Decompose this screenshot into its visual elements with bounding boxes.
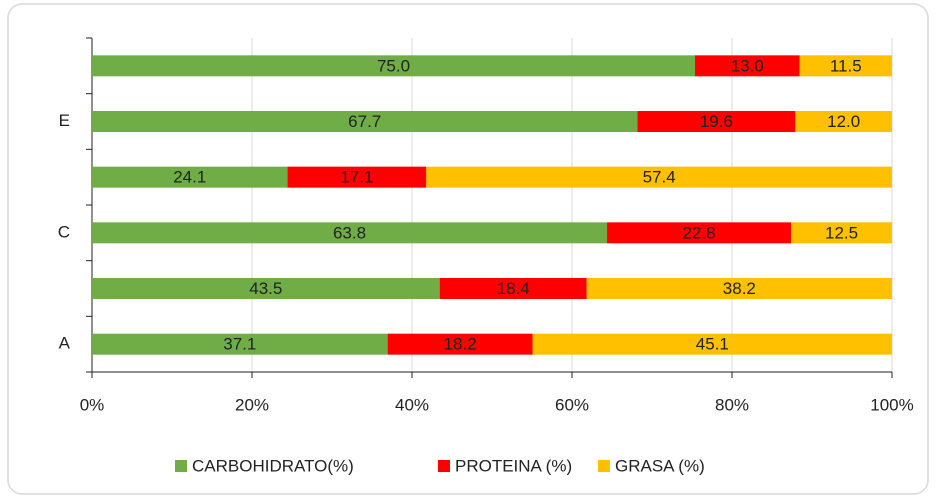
legend-label: PROTEINA (%) [455, 456, 572, 475]
bar-segment [799, 55, 892, 77]
y-tick-label: E [59, 111, 70, 130]
legend-label: GRASA (%) [615, 456, 705, 475]
value-label: 11.5 [830, 56, 862, 75]
bar-segment [795, 111, 892, 132]
bar-segment [92, 166, 288, 188]
value-label: 67.7 [348, 112, 381, 131]
chart-border [7, 3, 929, 495]
value-label: 12.0 [827, 112, 860, 131]
bar-segment [287, 166, 427, 188]
value-label: 43.5 [249, 279, 282, 298]
bar-segment [637, 111, 796, 132]
x-tick-label: 20% [235, 395, 269, 414]
bar-segment [92, 333, 388, 355]
bar-segment [426, 166, 892, 188]
x-tick-label: 0% [80, 395, 105, 414]
value-label: 37.1 [223, 335, 256, 354]
bar-segment [92, 55, 696, 77]
value-label: 19.6 [700, 112, 733, 131]
value-label: 63.8 [333, 223, 366, 242]
bar-segment [387, 333, 533, 355]
value-label: 38.2 [723, 279, 756, 298]
bar-segment [92, 222, 608, 244]
value-label: 57.4 [643, 168, 676, 187]
x-tick-label: 40% [395, 395, 429, 414]
y-tick-label: C [58, 222, 70, 241]
value-label: 18.4 [497, 279, 530, 298]
value-label: 17.1 [340, 168, 373, 187]
legend-swatch [598, 460, 610, 472]
value-label: 18.2 [444, 335, 477, 354]
value-label: 22.8 [683, 223, 716, 242]
bar-segment [695, 55, 800, 77]
legend-swatch [438, 460, 450, 472]
bar-segment [586, 278, 892, 299]
bar-segment [92, 278, 440, 299]
value-label: 13.0 [731, 56, 764, 75]
x-tick-label: 60% [555, 395, 589, 414]
bar-segment [92, 111, 638, 132]
value-label: 24.1 [173, 168, 206, 187]
legend-label: CARBOHIDRATO(%) [192, 456, 354, 475]
x-tick-label: 80% [715, 395, 749, 414]
x-tick-label: 100% [870, 395, 913, 414]
bar-segment [607, 222, 792, 244]
value-label: 75.0 [377, 56, 410, 75]
bar-segment [439, 278, 587, 299]
value-label: 45.1 [696, 335, 729, 354]
bar-segment [532, 333, 892, 355]
legend-swatch [175, 460, 187, 472]
value-label: 12.5 [825, 223, 858, 242]
bar-segment [791, 222, 892, 244]
y-tick-label: A [59, 334, 71, 353]
